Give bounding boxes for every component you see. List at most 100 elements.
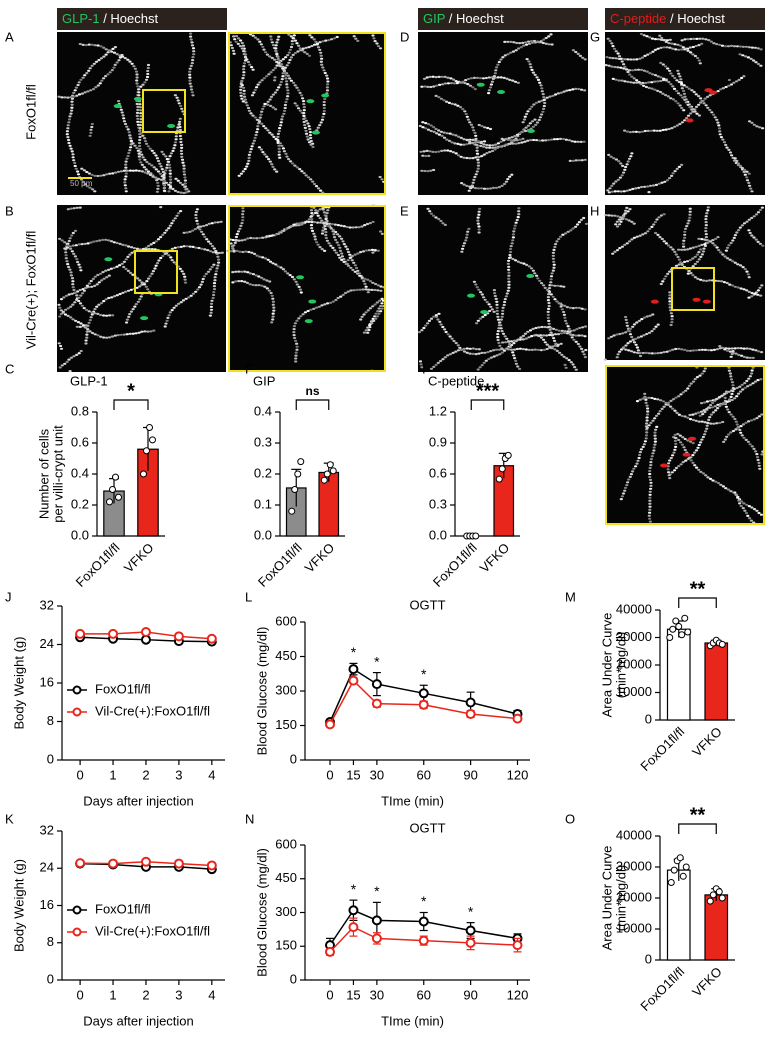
nucleus <box>477 223 480 225</box>
nucleus <box>299 315 302 317</box>
nucleus <box>535 102 538 104</box>
nucleus <box>283 110 286 112</box>
marker <box>514 715 522 723</box>
nucleus <box>261 79 264 81</box>
nucleus <box>695 449 698 451</box>
nucleus <box>576 223 579 225</box>
nucleus <box>616 356 619 358</box>
nucleus <box>504 54 507 56</box>
nucleus <box>241 47 244 49</box>
nucleus <box>446 77 449 79</box>
nucleus <box>161 255 164 257</box>
nucleus <box>310 144 313 146</box>
nucleus <box>249 151 252 153</box>
nucleus <box>188 231 191 233</box>
nucleus <box>671 75 674 77</box>
nucleus <box>124 175 127 177</box>
nucleus <box>676 102 679 104</box>
nucleus <box>474 187 477 189</box>
nucleus <box>542 334 545 336</box>
nucleus <box>151 150 154 152</box>
nucleus <box>274 263 277 265</box>
nucleus <box>441 76 444 78</box>
nucleus <box>242 68 245 70</box>
nucleus <box>456 105 459 107</box>
nucleus <box>324 40 327 42</box>
nucleus <box>571 336 574 338</box>
nucleus <box>614 190 617 192</box>
nucleus <box>615 158 618 160</box>
nucleus <box>580 141 583 143</box>
nucleus <box>520 46 523 48</box>
nucleus <box>319 208 322 210</box>
nucleus <box>755 453 758 455</box>
nucleus <box>572 334 575 336</box>
nucleus <box>470 77 473 79</box>
nucleus <box>249 237 252 239</box>
nucleus <box>711 239 714 241</box>
nucleus <box>510 245 513 247</box>
nucleus <box>272 106 275 108</box>
nucleus <box>703 370 706 372</box>
nucleus <box>640 186 643 188</box>
nucleus <box>739 264 742 266</box>
nucleus <box>634 187 637 189</box>
nucleus <box>426 208 429 210</box>
nucleus <box>671 248 674 250</box>
x-tick-label: VFKO <box>121 540 157 576</box>
nucleus <box>308 34 311 36</box>
nucleus <box>242 50 245 52</box>
nucleus <box>314 238 317 240</box>
nucleus <box>716 246 719 248</box>
nucleus <box>169 173 172 175</box>
nucleus <box>480 187 483 189</box>
nucleus <box>725 347 728 349</box>
nucleus <box>725 406 728 408</box>
nucleus <box>172 220 175 222</box>
nucleus <box>707 39 710 41</box>
nucleus <box>468 186 471 188</box>
nucleus <box>443 137 446 139</box>
nucleus <box>673 469 676 471</box>
nucleus <box>643 443 646 445</box>
nucleus <box>621 60 624 62</box>
nucleus <box>651 38 654 40</box>
nucleus <box>446 354 449 356</box>
nucleus <box>91 332 94 334</box>
nucleus <box>531 42 534 44</box>
nucleus <box>299 289 302 291</box>
nucleus <box>701 413 704 415</box>
nucleus <box>346 226 349 228</box>
nucleus <box>721 421 724 423</box>
nucleus <box>280 145 283 147</box>
nucleus <box>283 69 286 71</box>
nucleus <box>668 459 671 461</box>
nucleus <box>698 59 701 61</box>
nucleus <box>500 327 503 329</box>
nucleus <box>443 132 446 134</box>
nucleus <box>89 89 92 91</box>
nucleus <box>250 66 253 68</box>
data-point <box>707 898 713 904</box>
nucleus <box>754 450 757 452</box>
nucleus <box>308 128 311 130</box>
nucleus <box>496 64 499 66</box>
nucleus <box>657 48 660 50</box>
nucleus <box>74 255 77 257</box>
nucleus <box>163 180 166 182</box>
nucleus <box>514 259 517 261</box>
nucleus <box>195 220 198 222</box>
nucleus <box>73 207 76 209</box>
nucleus <box>540 337 543 339</box>
nucleus <box>526 140 529 142</box>
nucleus <box>729 151 732 153</box>
nucleus <box>510 174 513 176</box>
nucleus <box>619 58 622 60</box>
stain-signal <box>305 319 313 323</box>
nucleus <box>700 402 703 404</box>
nucleus <box>448 140 451 142</box>
nucleus <box>759 295 762 297</box>
nucleus <box>83 74 86 76</box>
nucleus <box>735 231 738 233</box>
nucleus <box>125 161 128 163</box>
